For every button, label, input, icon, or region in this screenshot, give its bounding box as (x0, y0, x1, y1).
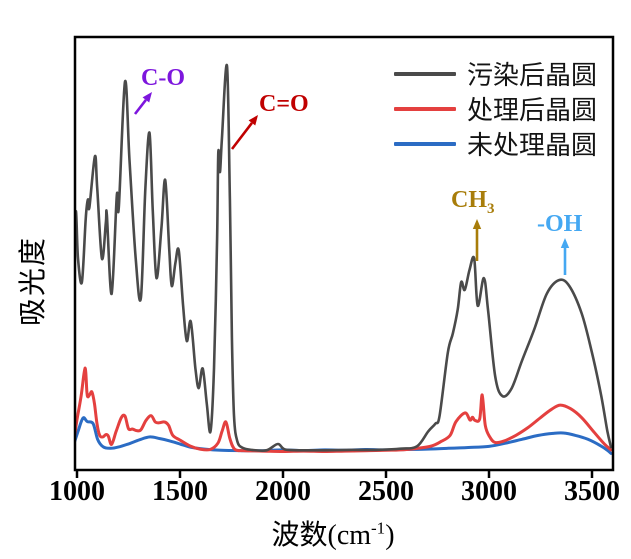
legend-line-swatch-treated (394, 106, 456, 111)
x-axis-label: 波数(cm-1) (271, 513, 394, 553)
annotation-ch3-subscript: 3 (487, 200, 495, 217)
annotation-arrow (560, 238, 570, 275)
spectrum-curve-1 (76, 366, 612, 453)
legend-item-untreated: 未处理晶圆 (394, 126, 597, 161)
x-tick-label-3500: 3500 (564, 476, 620, 507)
annotation-c-o-text: C-O (141, 65, 185, 91)
annotation-arrow (472, 219, 482, 261)
legend-item-treated: 处理后晶圆 (394, 91, 597, 126)
y-axis-label: 吸光度 (17, 235, 48, 327)
legend-label: 处理后晶圆 (467, 95, 598, 125)
legend-line-swatch-contaminated (394, 71, 456, 76)
annotation-c-double-o: C=O (259, 92, 309, 116)
annotation-arrow (230, 115, 258, 150)
x-tick-label-3000: 3000 (461, 476, 517, 507)
x-tick-label-1500: 1500 (152, 476, 208, 507)
x-tick-label-2000: 2000 (255, 476, 311, 507)
legend-label: 污染后晶圆 (467, 60, 598, 90)
x-axis-label-zh: 波数 (271, 519, 328, 550)
x-axis-unit-close: ) (385, 520, 395, 551)
x-tick-label-1000: 1000 (49, 476, 105, 507)
legend-label: 未处理晶圆 (467, 130, 598, 160)
annotation-arrow (133, 92, 152, 115)
x-tick-label-2500: 2500 (358, 476, 414, 507)
plot-frame (73, 35, 615, 472)
legend-item-contaminated: 污染后晶圆 (394, 56, 597, 91)
annotation-oh-text: -OH (537, 211, 583, 237)
annotation-ch3-text: CH (451, 187, 487, 213)
spectra-curves (76, 63, 612, 455)
legend-line-swatch-untreated (394, 141, 456, 146)
x-axis-unit-open: (cm (327, 520, 372, 551)
annotation-c-o: C-O (141, 66, 185, 90)
annotation-ch3: CH3 (451, 188, 495, 217)
legend: 污染后晶圆 处理后晶圆 未处理晶圆 (394, 56, 597, 161)
annotation-oh: -OH (537, 212, 582, 236)
spectrum-curve-0 (76, 63, 612, 453)
x-axis-unit-exponent: -1 (371, 518, 386, 538)
annotation-c-double-o-text: C=O (259, 91, 309, 117)
